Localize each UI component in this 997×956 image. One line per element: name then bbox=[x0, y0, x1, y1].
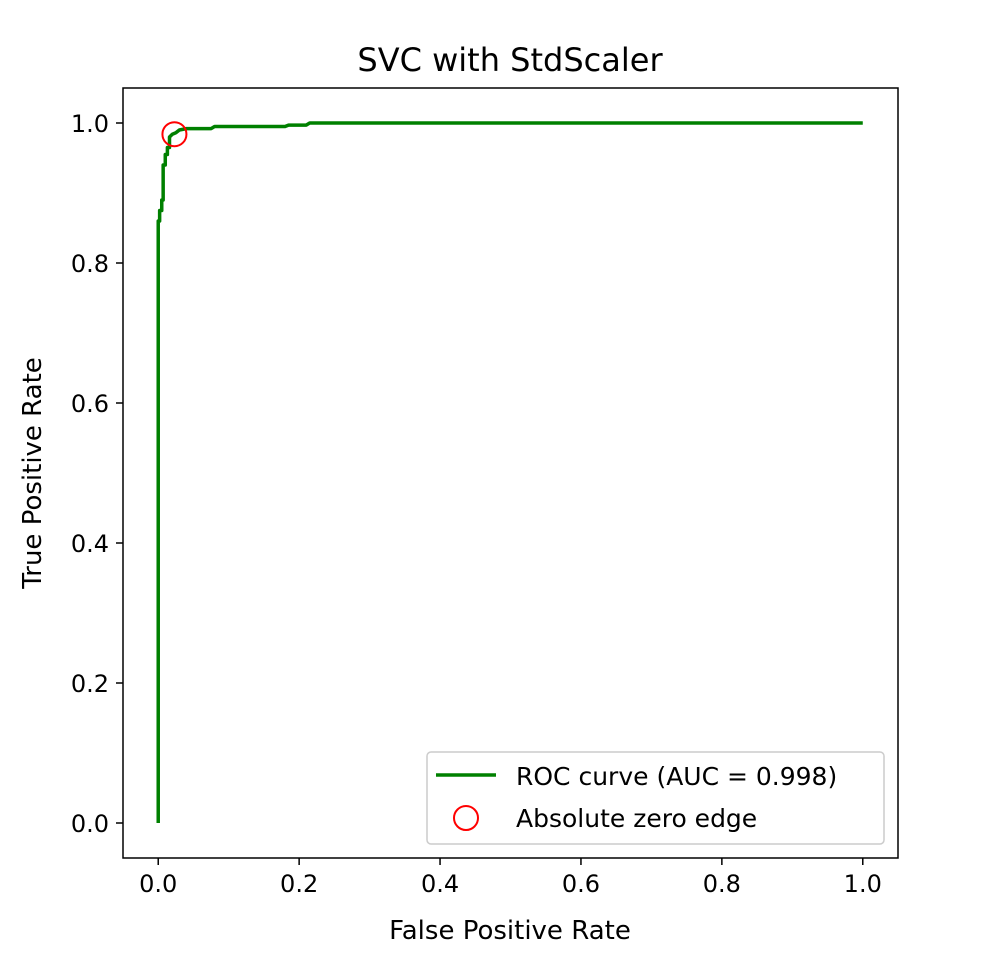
x-tick-label: 0.4 bbox=[421, 870, 459, 898]
y-tick-label: 0.8 bbox=[71, 250, 109, 278]
legend-box bbox=[426, 751, 885, 845]
legend-label-marker: Absolute zero edge bbox=[516, 804, 757, 833]
x-tick-label: 0.6 bbox=[562, 870, 600, 898]
y-tick-label: 0.0 bbox=[71, 810, 109, 838]
y-axis-ticks: 0.0 0.2 0.4 0.6 0.8 1.0 bbox=[71, 110, 123, 838]
y-tick-label: 0.6 bbox=[71, 390, 109, 418]
legend: ROC curve (AUC = 0.998) Absolute zero ed… bbox=[426, 751, 885, 845]
legend-marker-swatch bbox=[453, 805, 479, 831]
legend-label-roc: ROC curve (AUC = 0.998) bbox=[516, 762, 837, 791]
y-axis-label: True Positive Rate bbox=[18, 357, 48, 590]
chart-title: SVC with StdScaler bbox=[357, 41, 663, 79]
y-tick-label: 1.0 bbox=[71, 110, 109, 138]
x-axis-ticks: 0.0 0.2 0.4 0.6 0.8 1.0 bbox=[139, 858, 882, 898]
x-tick-label: 1.0 bbox=[844, 870, 882, 898]
y-tick-label: 0.4 bbox=[71, 530, 109, 558]
absolute-zero-edge-marker bbox=[161, 121, 188, 148]
x-tick-label: 0.2 bbox=[280, 870, 318, 898]
x-tick-label: 0.8 bbox=[703, 870, 741, 898]
x-tick-label: 0.0 bbox=[139, 870, 177, 898]
axes-frame bbox=[122, 87, 899, 859]
x-axis-label: False Positive Rate bbox=[389, 916, 631, 946]
y-tick-label: 0.2 bbox=[71, 670, 109, 698]
roc-curve-line bbox=[156, 121, 863, 823]
plot-area bbox=[156, 121, 863, 823]
